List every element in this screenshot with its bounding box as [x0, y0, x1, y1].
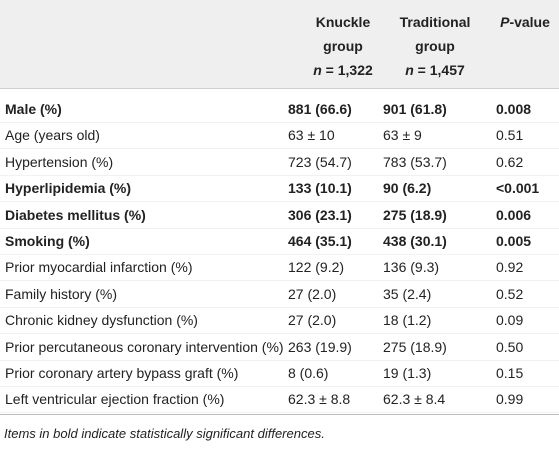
header-n: n = 1,322	[288, 58, 398, 82]
row-label: Left ventricular ejection fraction (%)	[5, 391, 225, 408]
p-value: 0.50	[496, 338, 524, 355]
table-row	[0, 202, 559, 229]
traditional-value: 90 (6.2)	[383, 180, 432, 197]
header-col3: P-value	[494, 10, 556, 34]
footnote: Items in bold indicate statistically sig…	[4, 426, 325, 441]
p-value: 0.92	[496, 259, 524, 276]
traditional-value: 438 (30.1)	[383, 233, 447, 249]
table-row	[0, 122, 559, 150]
table-row	[0, 175, 559, 203]
row-label: Family history (%)	[5, 285, 118, 302]
row-label: Hypertension (%)	[5, 153, 114, 170]
table-row	[0, 254, 559, 282]
row-label: Diabetes mellitus (%)	[5, 206, 146, 223]
row-label: Male (%)	[5, 101, 62, 117]
traditional-value: 901 (61.8)	[383, 101, 447, 117]
p-value: 0.005	[496, 233, 532, 249]
traditional-value: 62.3 ± 8.4	[383, 391, 446, 408]
header-line: Knuckle	[315, 14, 371, 30]
n-value: = 1,322	[325, 62, 373, 78]
header-col2: Traditional group n = 1,457	[380, 10, 490, 82]
header-line: group	[415, 38, 455, 54]
table-row	[0, 149, 559, 176]
table-row	[0, 360, 559, 387]
row-label: Chronic kidney dysfunction (%)	[5, 312, 198, 329]
row-label: Hyperlipidemia (%)	[5, 180, 132, 197]
n-symbol: n	[405, 62, 414, 78]
header-line: Traditional	[399, 14, 471, 30]
p-rest: -value	[509, 14, 550, 30]
header-n: n = 1,457	[380, 58, 490, 82]
traditional-value: 275 (18.9)	[383, 338, 447, 355]
p-value: 0.99	[496, 391, 524, 408]
table-rule	[0, 414, 559, 415]
table-row	[0, 96, 559, 123]
traditional-value: 19 (1.3)	[383, 365, 432, 381]
row-label: Age (years old)	[5, 127, 100, 144]
knuckle-value: 464 (35.1)	[288, 233, 352, 249]
header-p: P-value	[494, 10, 556, 34]
knuckle-value: 881 (66.6)	[288, 101, 352, 117]
table-row	[0, 386, 559, 414]
p-value: 0.62	[496, 153, 524, 170]
p-value: <0.001	[496, 180, 540, 197]
knuckle-value: 306 (23.1)	[288, 206, 352, 223]
traditional-value: 35 (2.4)	[383, 285, 432, 302]
header-col1: Knuckle group n = 1,322	[288, 10, 398, 82]
table-row	[0, 307, 559, 335]
table-row	[0, 228, 559, 255]
p-value: 0.008	[496, 101, 532, 117]
traditional-value: 18 (1.2)	[383, 312, 432, 329]
p-symbol: P	[500, 14, 510, 30]
p-value: 0.09	[496, 312, 524, 329]
header-line: group	[323, 38, 363, 54]
table-row	[0, 281, 559, 308]
row-label: Prior coronary artery bypass graft (%)	[5, 365, 239, 381]
knuckle-value: 62.3 ± 8.8	[288, 391, 351, 408]
knuckle-value: 133 (10.1)	[288, 180, 352, 197]
knuckle-value: 63 ± 10	[288, 127, 335, 144]
row-label: Smoking (%)	[5, 233, 90, 249]
knuckle-value: 122 (9.2)	[288, 259, 345, 276]
knuckle-value: 27 (2.0)	[288, 285, 337, 302]
table-header: Knuckle group n = 1,322 Traditional grou…	[0, 0, 559, 89]
traditional-value: 136 (9.3)	[383, 259, 440, 276]
p-value: 0.006	[496, 206, 532, 223]
knuckle-value: 8 (0.6)	[288, 365, 329, 381]
p-value: 0.15	[496, 365, 524, 381]
traditional-value: 63 ± 9	[383, 127, 422, 144]
n-value: = 1,457	[417, 62, 465, 78]
p-value: 0.52	[496, 285, 524, 302]
traditional-value: 783 (53.7)	[383, 153, 447, 170]
row-label: Prior myocardial infarction (%)	[5, 259, 193, 276]
knuckle-value: 263 (19.9)	[288, 338, 352, 355]
n-symbol: n	[313, 62, 322, 78]
knuckle-value: 723 (54.7)	[288, 153, 352, 170]
table-row	[0, 334, 559, 361]
knuckle-value: 27 (2.0)	[288, 312, 337, 329]
row-label: Prior percutaneous coronary intervention…	[5, 338, 284, 355]
traditional-value: 275 (18.9)	[383, 206, 447, 223]
p-value: 0.51	[496, 127, 524, 144]
